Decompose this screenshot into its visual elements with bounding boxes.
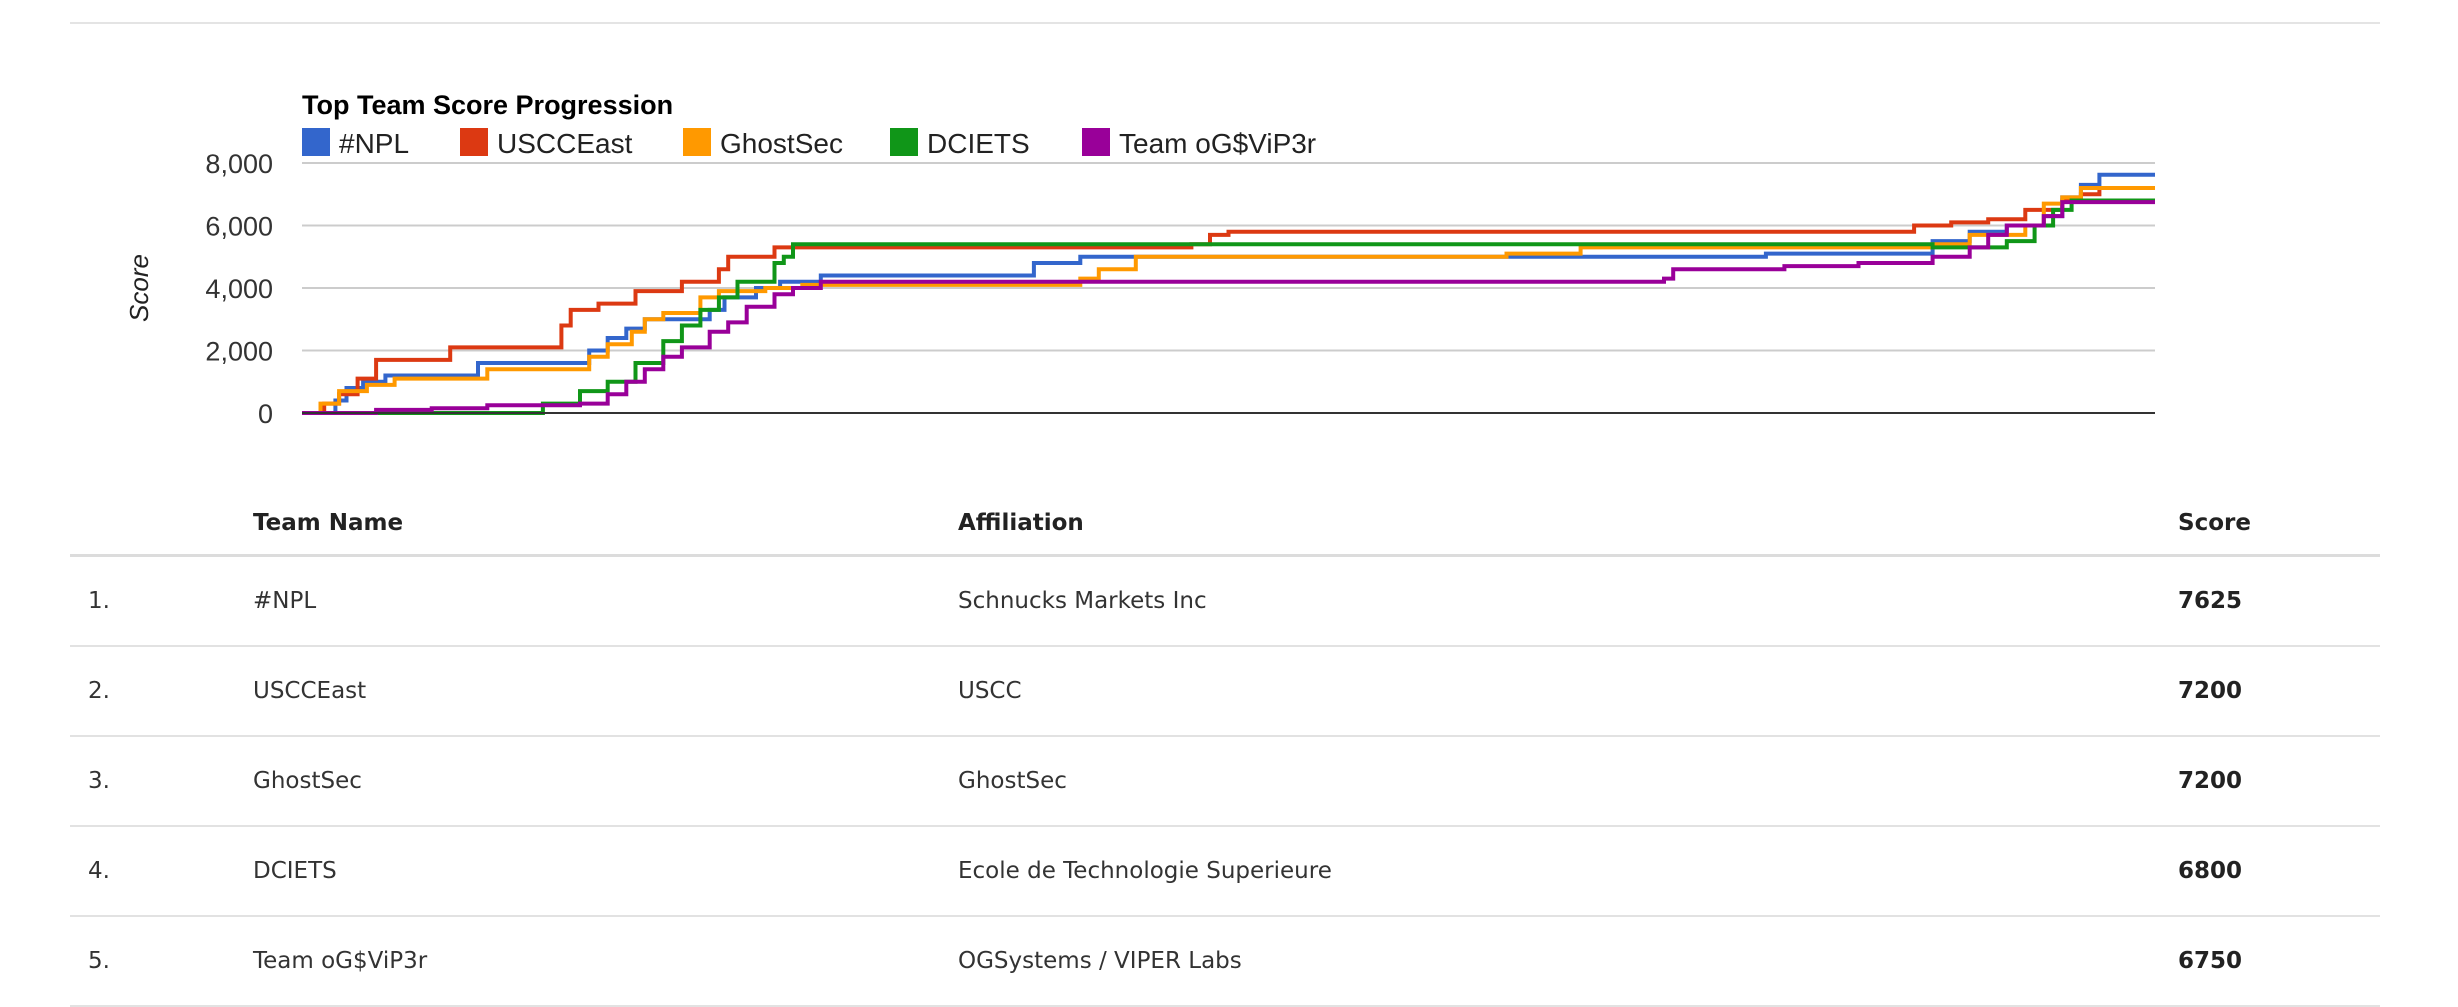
y-tick-label: 6,000 [205,212,273,242]
affiliation-cell: Schnucks Markets Inc [958,555,2178,647]
top-divider [70,22,2380,24]
table-header-row: Team Name Affiliation Score [70,492,2380,557]
score-progression-chart: Top Team Score Progression #NPL USCCEast G… [124,90,2155,429]
legend-swatch [460,128,488,156]
table-row: 4. DCIETS Ecole de Technologie Superieur… [70,826,2380,917]
rank-cell: 4. [70,826,253,917]
team-name-cell: DCIETS [253,826,958,917]
rank-cell: 5. [70,916,253,1007]
team-name-header: Team Name [253,492,958,557]
y-axis-tick-labels: 0 2,000 4,000 6,000 8,000 [205,149,273,429]
y-tick-label: 4,000 [205,274,273,304]
score-cell: 6800 [2178,826,2380,917]
legend-label: GhostSec [720,128,843,159]
y-tick-label: 2,000 [205,337,273,367]
affiliation-cell: Ecole de Technologie Superieure [958,826,2178,917]
affiliation-cell: USCC [958,646,2178,737]
team-name-cell: #NPL [253,555,958,647]
y-axis-title: Score [124,254,154,322]
affiliation-cell: OGSystems / VIPER Labs [958,916,2178,1007]
chart-title: Top Team Score Progression [302,90,673,120]
series-line [302,200,2155,415]
legend-label: DCIETS [927,128,1030,159]
legend-swatch [683,128,711,156]
score-header: Score [2178,492,2380,557]
legend-swatch [1082,128,1110,156]
score-cell: 7200 [2178,646,2380,737]
team-name-cell: GhostSec [253,736,958,827]
y-tick-label: 8,000 [205,149,273,179]
score-cell: 7200 [2178,736,2380,827]
scoreboard-table: Team Name Affiliation Score 1. #NPL Schn… [70,492,2380,1007]
affiliation-header: Affiliation [958,492,2178,557]
table-row: 2. USCCEast USCC 7200 [70,646,2380,737]
score-cell: 6750 [2178,916,2380,1007]
table-row: 1. #NPL Schnucks Markets Inc 7625 [70,555,2380,647]
legend-swatch [302,128,330,156]
chart-series [302,172,2155,415]
rank-header [70,492,253,557]
series-line [302,186,2155,415]
score-cell: 7625 [2178,555,2380,647]
rank-cell: 2. [70,646,253,737]
team-name-cell: USCCEast [253,646,958,737]
chart-gridlines [302,162,2155,352]
series-line [302,186,2155,415]
legend-label: #NPL [339,128,409,159]
legend-label: USCCEast [497,128,633,159]
chart-legend: #NPL USCCEast GhostSec DCIETS Team oG$ViP3r [302,128,1316,159]
rank-cell: 1. [70,555,253,647]
series-line [302,198,2155,415]
y-tick-label: 0 [258,399,273,429]
table-row: 3. GhostSec GhostSec 7200 [70,736,2380,827]
affiliation-cell: GhostSec [958,736,2178,827]
legend-swatch [890,128,918,156]
series-line [302,172,2155,415]
rank-cell: 3. [70,736,253,827]
legend-label: Team oG$ViP3r [1119,128,1316,159]
